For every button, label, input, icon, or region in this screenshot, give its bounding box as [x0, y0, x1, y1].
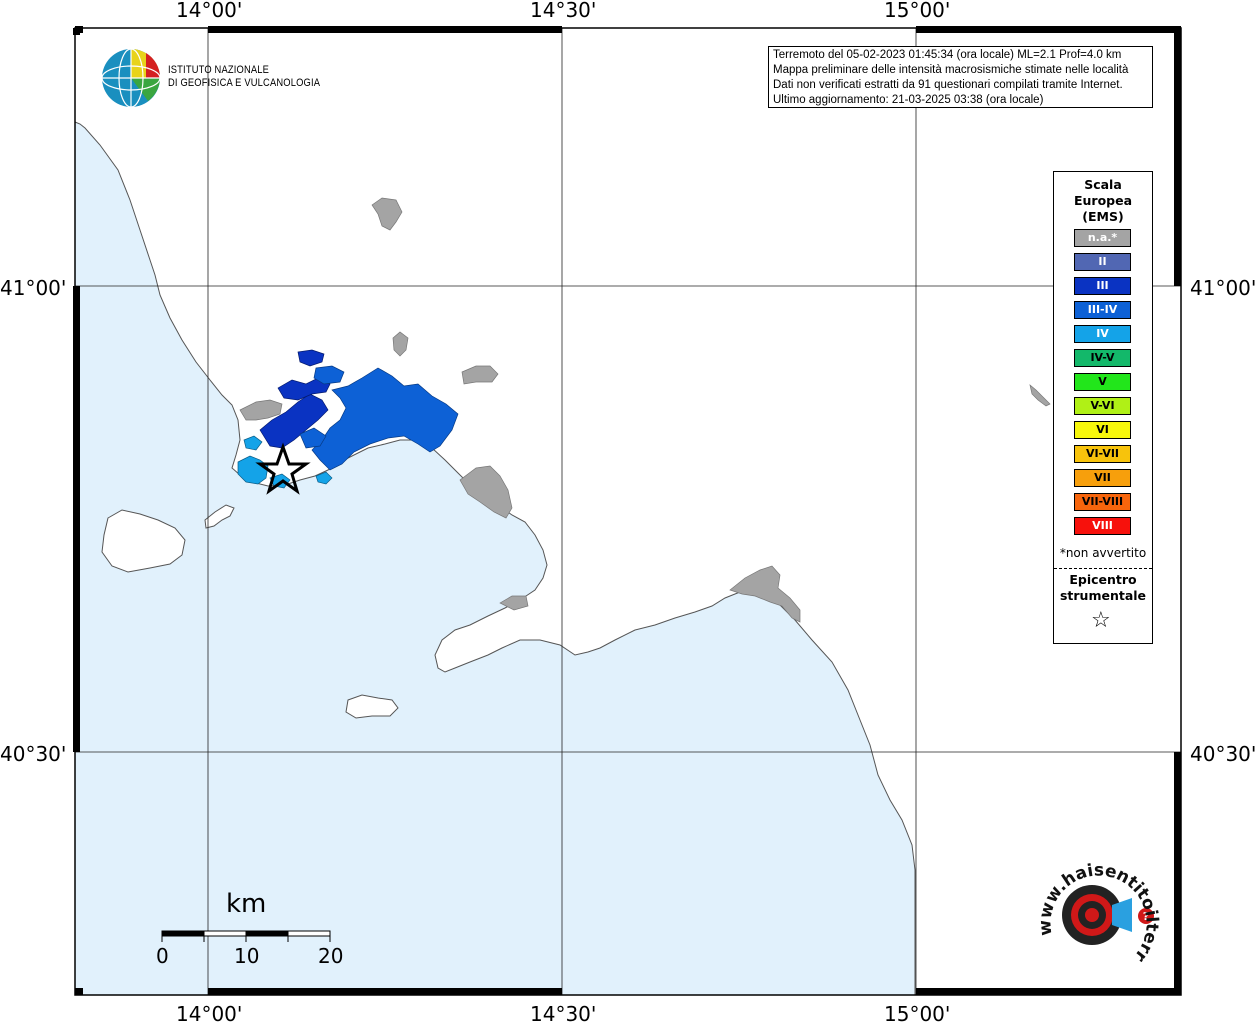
scale-tick-0: 0 — [156, 944, 169, 968]
legend-item: III-IV — [1074, 301, 1131, 319]
lat-label-right-41-00: 41°00' — [1190, 276, 1255, 300]
lon-label-bottom-14-30: 14°30' — [530, 1002, 597, 1026]
info-line-data-source: Dati non verificati estratti da 91 quest… — [773, 79, 1123, 91]
na-intensity-areas — [239, 197, 1051, 623]
scale-bar-unit: km — [226, 889, 267, 919]
island-ischia — [101, 509, 186, 573]
island-capri — [345, 694, 399, 719]
info-line-update: Ultimo aggiornamento: 21-03-2025 03:38 (… — [773, 94, 1044, 106]
legend-item: V-VI — [1074, 397, 1131, 415]
legend-item: V — [1074, 373, 1131, 391]
island-procida — [204, 504, 235, 529]
graticule — [75, 28, 1181, 995]
legend-epicenter-line1: Epicentro — [1069, 572, 1137, 587]
legend-title-line3: (EMS) — [1082, 209, 1124, 224]
lon-label-bottom-15-00: 15°00' — [884, 1002, 951, 1026]
lat-label-left-40-30: 40°30' — [0, 742, 67, 766]
lat-label-left-41-00: 41°00' — [0, 276, 67, 300]
ingv-name-line1: ISTITUTO NAZIONALE — [168, 64, 270, 76]
haisentito-target-logo-icon: ? — [1062, 885, 1154, 945]
lat-label-right-40-30: 40°30' — [1190, 742, 1255, 766]
ingv-logo-text: ISTITUTO NAZIONALE DI GEOFISICA E VULCAN… — [168, 64, 320, 90]
legend-item: VII-VIII — [1074, 493, 1131, 511]
scale-tick-20: 20 — [318, 944, 344, 968]
intensity-III-areas — [259, 349, 331, 449]
svg-text:?: ? — [1143, 910, 1149, 923]
legend-item: VII — [1074, 469, 1131, 487]
legend-item: III — [1074, 277, 1131, 295]
lon-label-bottom-14-00: 14°00' — [176, 1002, 243, 1026]
legend-title-line2: Europea — [1073, 193, 1133, 208]
legend-epicenter-label: Epicentro strumentale — [1054, 572, 1152, 604]
legend-item: IV-V — [1074, 349, 1131, 367]
frame-border-bars — [73, 26, 1181, 995]
lon-label-top-14-30: 14°30' — [530, 0, 597, 22]
legend-item: VI-VII — [1074, 445, 1131, 463]
legend-item: VIII — [1074, 517, 1131, 535]
legend-item: n.a.* — [1074, 229, 1131, 247]
lon-label-top-15-00: 15°00' — [884, 0, 951, 22]
legend-divider — [1054, 568, 1152, 569]
ingv-globe-icon — [101, 48, 161, 108]
legend-title-line1: Scala — [1084, 177, 1122, 192]
legend-item: VI — [1074, 421, 1131, 439]
legend-item: IV — [1074, 325, 1131, 343]
star-outline-icon: ☆ — [1091, 608, 1111, 633]
intensity-III-IV-areas — [299, 365, 459, 471]
scale-tick-10: 10 — [234, 944, 260, 968]
epicenter-star-icon — [255, 442, 311, 495]
intensity-legend: Scala Europea (EMS) n.a.* II III III-IV IV IV… — [1053, 171, 1153, 644]
lon-label-top-14-00: 14°00' — [176, 0, 243, 22]
ingv-name-line2: DI GEOFISICA E VULCANOLOGIA — [168, 77, 321, 89]
legend-item: II — [1074, 253, 1131, 271]
legend-epicenter-line2: strumentale — [1059, 588, 1147, 603]
info-line-event: Terremoto del 05-02-2023 01:45:34 (ora l… — [773, 49, 1122, 61]
info-line-description: Mappa preliminare delle intensità macros… — [773, 64, 1129, 76]
legend-note: *non avvertito — [1059, 546, 1147, 560]
scale-bar — [161, 930, 331, 942]
legend-title: Scala Europea (EMS) — [1054, 177, 1152, 225]
earthquake-info-box: Terremoto del 05-02-2023 01:45:34 (ora l… — [768, 46, 1153, 108]
